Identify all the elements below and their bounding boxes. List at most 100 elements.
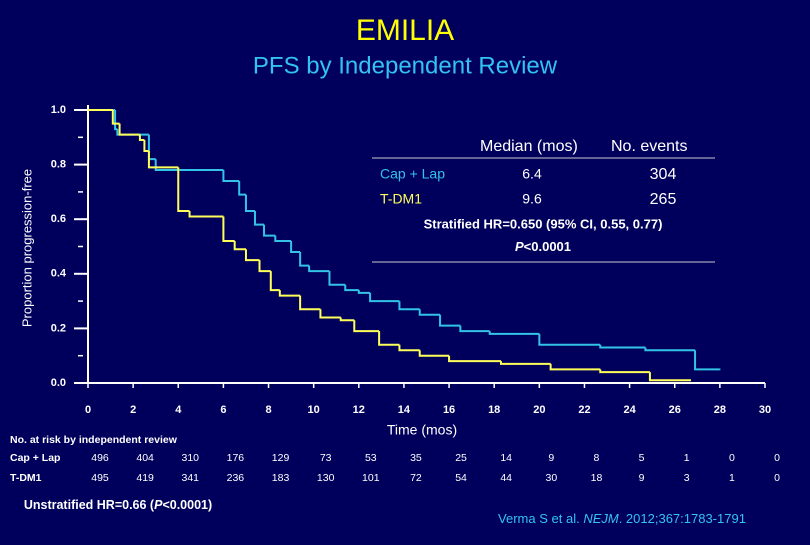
at-risk-count: 495 bbox=[91, 472, 109, 484]
survival-step bbox=[299, 251, 310, 267]
at-risk-count: 404 bbox=[136, 452, 154, 464]
footnote-part: <0.0001) bbox=[162, 498, 212, 512]
survival-step bbox=[694, 350, 720, 371]
survival-step bbox=[339, 317, 355, 322]
at-risk-count: 44 bbox=[500, 472, 512, 484]
y-tick-label: 0.4 bbox=[51, 268, 67, 280]
y-tick-label: 0.0 bbox=[51, 377, 66, 389]
survival-step bbox=[599, 369, 650, 374]
x-tick-label: 26 bbox=[669, 404, 681, 416]
at-risk-count: 9 bbox=[548, 452, 554, 464]
at-risk-count: 9 bbox=[639, 472, 645, 484]
survival-step bbox=[188, 211, 224, 218]
at-risk-count: 73 bbox=[320, 452, 332, 464]
x-tick-label: 16 bbox=[443, 404, 455, 416]
at-risk-count: 310 bbox=[182, 452, 200, 464]
at-risk-count: 130 bbox=[317, 472, 335, 484]
citation: Verma S et al. NEJM. 2012;367:1783-1791 bbox=[498, 511, 746, 526]
at-risk-count: 101 bbox=[362, 472, 380, 484]
at-risk-count: 54 bbox=[455, 472, 467, 484]
legend-median: 6.4 bbox=[522, 166, 542, 182]
survival-step bbox=[299, 295, 321, 311]
legend-events: 304 bbox=[650, 166, 677, 183]
x-axis-label: Time (mos) bbox=[387, 422, 457, 438]
x-tick-label: 30 bbox=[759, 404, 771, 416]
survival-step bbox=[269, 271, 280, 292]
survival-step bbox=[538, 333, 601, 346]
citation-part: . 2012;367:1783-1791 bbox=[619, 511, 746, 526]
p-symbol: P bbox=[515, 239, 524, 254]
survival-step bbox=[549, 363, 601, 371]
x-tick-label: 10 bbox=[308, 404, 320, 416]
y-tick-label: 0.6 bbox=[51, 213, 66, 225]
survival-step bbox=[244, 249, 260, 262]
at-risk-count: 496 bbox=[91, 452, 109, 464]
survival-step bbox=[344, 284, 359, 292]
x-tick-label: 22 bbox=[578, 404, 590, 416]
at-risk-count: 419 bbox=[136, 472, 154, 484]
at-risk-count: 183 bbox=[272, 472, 290, 484]
survival-step bbox=[648, 372, 691, 382]
x-tick-label: 2 bbox=[130, 404, 136, 416]
survival-step bbox=[258, 260, 271, 273]
survival-step bbox=[147, 150, 179, 169]
survival-step bbox=[263, 224, 276, 237]
p-value: P<0.0001 bbox=[515, 239, 571, 254]
survival-step bbox=[448, 355, 501, 363]
at-risk-count: 14 bbox=[500, 452, 512, 464]
at-risk-count: 0 bbox=[774, 452, 780, 464]
legend-median: 9.6 bbox=[522, 191, 542, 207]
x-tick-label: 8 bbox=[265, 404, 271, 416]
x-tick-label: 28 bbox=[714, 404, 726, 416]
survival-step bbox=[253, 211, 265, 226]
at-risk-count: 1 bbox=[729, 472, 735, 484]
legend-label: Cap + Lap bbox=[380, 166, 445, 182]
survival-step bbox=[418, 350, 450, 357]
survival-step bbox=[599, 344, 646, 349]
y-tick-label: 0.8 bbox=[51, 159, 66, 171]
survival-step bbox=[118, 123, 140, 136]
p-number: <0.0001 bbox=[524, 239, 571, 254]
at-risk-count: 30 bbox=[545, 472, 557, 484]
at-risk-count: 0 bbox=[774, 472, 780, 484]
survival-step bbox=[290, 241, 301, 253]
at-risk-count: 18 bbox=[591, 472, 603, 484]
y-axis-label: Proportion progression-free bbox=[19, 169, 34, 327]
survival-step bbox=[111, 110, 120, 125]
hr-text: Stratified HR=0.650 (95% CI, 0.55, 0.77) bbox=[424, 216, 663, 231]
at-risk-count: 8 bbox=[594, 452, 600, 464]
survival-step bbox=[353, 320, 380, 333]
at-risk-count: 129 bbox=[272, 452, 290, 464]
legend-header: No. events bbox=[611, 138, 687, 155]
at-risk-count: 5 bbox=[639, 452, 645, 464]
survival-step bbox=[177, 167, 190, 213]
chart-title: EMILIA bbox=[356, 14, 454, 47]
survival-step bbox=[222, 170, 240, 182]
survival-step bbox=[143, 140, 149, 152]
x-tick-label: 4 bbox=[175, 404, 182, 416]
survival-step bbox=[319, 309, 341, 319]
at-risk-count: 25 bbox=[455, 452, 467, 464]
x-tick-label: 12 bbox=[353, 404, 365, 416]
citation-part: Verma S et al. bbox=[498, 511, 583, 526]
citation-part: NEJM bbox=[583, 511, 619, 526]
survival-step bbox=[488, 331, 540, 335]
at-risk-count: 236 bbox=[227, 472, 245, 484]
survival-step bbox=[328, 271, 346, 286]
at-risk-count: 0 bbox=[729, 452, 735, 464]
at-risk-count: 35 bbox=[410, 452, 422, 464]
survival-step bbox=[378, 331, 400, 346]
survival-step bbox=[459, 325, 490, 333]
survival-step bbox=[244, 194, 255, 213]
x-tick-label: 6 bbox=[220, 404, 226, 416]
y-tick-label: 0.2 bbox=[51, 322, 66, 334]
footnote-part: P bbox=[154, 498, 163, 512]
y-tick-label: 1.0 bbox=[51, 104, 66, 116]
survival-step bbox=[418, 309, 441, 316]
survival-step bbox=[439, 314, 461, 327]
footnote-part: Unstratified HR=0.66 ( bbox=[24, 498, 155, 512]
survival-step bbox=[308, 265, 330, 273]
survival-step bbox=[222, 216, 235, 243]
footnote: Unstratified HR=0.66 (P<0.0001) bbox=[24, 498, 212, 512]
